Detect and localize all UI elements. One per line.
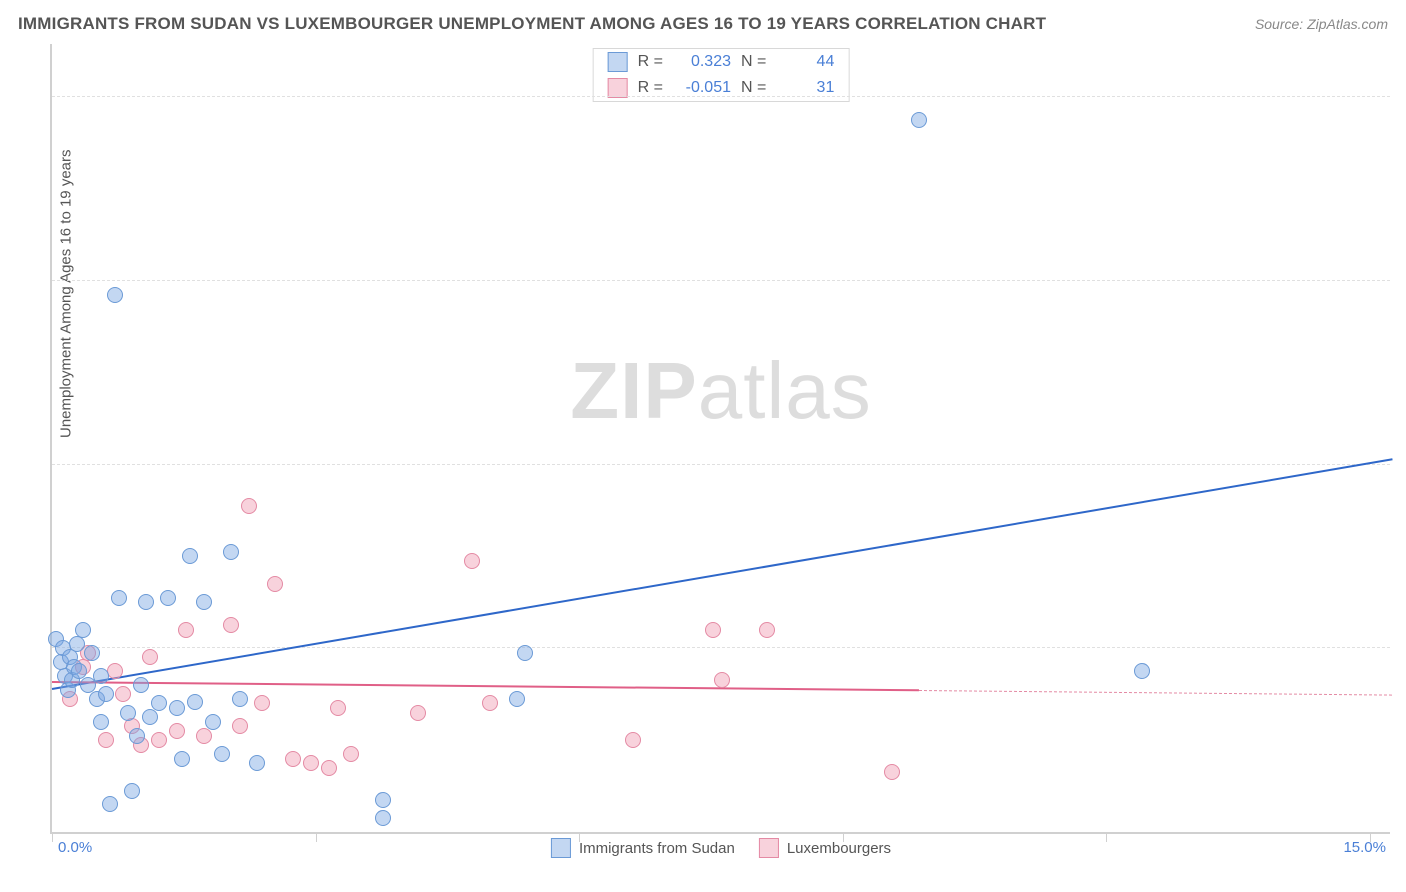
data-point-lux [343,746,359,762]
x-tick-label: 15.0% [1343,839,1386,856]
data-point-sudan [1134,663,1150,679]
grid-line [52,647,1390,648]
correlation-legend: R = 0.323 N = 44 R = -0.051 N = 31 [593,48,850,102]
data-point-lux [482,695,498,711]
x-tick [843,832,844,842]
series-legend: Immigrants from Sudan Luxembourgers [551,838,891,858]
data-point-lux [884,764,900,780]
data-point-sudan [205,714,221,730]
data-point-sudan [129,728,145,744]
data-point-lux [625,732,641,748]
data-point-lux [178,622,194,638]
scatter-plot: Unemployment Among Ages 16 to 19 years Z… [50,44,1390,834]
data-point-sudan [93,668,109,684]
data-point-lux [705,622,721,638]
data-point-lux [759,622,775,638]
trend-line [52,458,1392,690]
grid-line [52,280,1390,281]
legend-label-lux: Luxembourgers [787,840,891,857]
data-point-lux [98,732,114,748]
swatch-sudan [608,52,628,72]
data-point-sudan [93,714,109,730]
y-tick-label: 60.0% [1395,255,1406,272]
data-point-sudan [107,287,123,303]
n-value-lux: 31 [776,79,834,97]
grid-line [52,96,1390,97]
data-point-lux [714,672,730,688]
data-point-sudan [151,695,167,711]
data-point-lux [254,695,270,711]
data-point-sudan [142,709,158,725]
swatch-lux [608,78,628,98]
data-point-sudan [509,691,525,707]
data-point-lux [330,700,346,716]
data-point-sudan [84,645,100,661]
data-point-sudan [232,691,248,707]
x-tick [52,832,53,842]
legend-item-lux: Luxembourgers [759,838,891,858]
x-tick [579,832,580,842]
data-point-lux [151,732,167,748]
data-point-sudan [120,705,136,721]
data-point-sudan [75,622,91,638]
swatch-sudan-icon [551,838,571,858]
data-point-sudan [196,594,212,610]
watermark: ZIPatlas [570,345,871,437]
data-point-lux [115,686,131,702]
chart-title: IMMIGRANTS FROM SUDAN VS LUXEMBOURGER UN… [18,14,1046,34]
data-point-sudan [517,645,533,661]
data-point-sudan [169,700,185,716]
data-point-lux [232,718,248,734]
data-point-sudan [174,751,190,767]
y-tick-label: 20.0% [1395,623,1406,640]
r-value-sudan: 0.323 [673,53,731,71]
n-value-sudan: 44 [776,53,834,71]
swatch-lux-icon [759,838,779,858]
data-point-sudan [187,694,203,710]
x-tick [316,832,317,842]
data-point-lux [241,498,257,514]
data-point-lux [169,723,185,739]
data-point-lux [410,705,426,721]
data-point-sudan [911,112,927,128]
title-bar: IMMIGRANTS FROM SUDAN VS LUXEMBOURGER UN… [18,14,1388,34]
data-point-lux [223,617,239,633]
legend-row-sudan: R = 0.323 N = 44 [594,49,849,75]
data-point-lux [196,728,212,744]
data-point-lux [321,760,337,776]
y-tick-label: 40.0% [1395,439,1406,456]
r-value-lux: -0.051 [673,79,731,97]
data-point-sudan [182,548,198,564]
data-point-lux [303,755,319,771]
data-point-sudan [375,792,391,808]
data-point-sudan [111,590,127,606]
y-axis-label: Unemployment Among Ages 16 to 19 years [58,149,75,438]
source-label: Source: ZipAtlas.com [1255,16,1388,32]
data-point-sudan [98,686,114,702]
data-point-sudan [133,677,149,693]
data-point-sudan [102,796,118,812]
data-point-lux [267,576,283,592]
grid-line [52,464,1390,465]
data-point-sudan [375,810,391,826]
y-tick-label: 80.0% [1395,72,1406,89]
trend-line [919,690,1392,696]
data-point-sudan [249,755,265,771]
data-point-sudan [69,636,85,652]
legend-label-sudan: Immigrants from Sudan [579,840,735,857]
data-point-lux [142,649,158,665]
data-point-sudan [124,783,140,799]
data-point-lux [464,553,480,569]
x-tick [1106,832,1107,842]
data-point-sudan [214,746,230,762]
data-point-lux [285,751,301,767]
data-point-sudan [138,594,154,610]
trend-line [52,681,919,691]
data-point-sudan [160,590,176,606]
data-point-sudan [223,544,239,560]
x-tick-label: 0.0% [58,839,92,856]
